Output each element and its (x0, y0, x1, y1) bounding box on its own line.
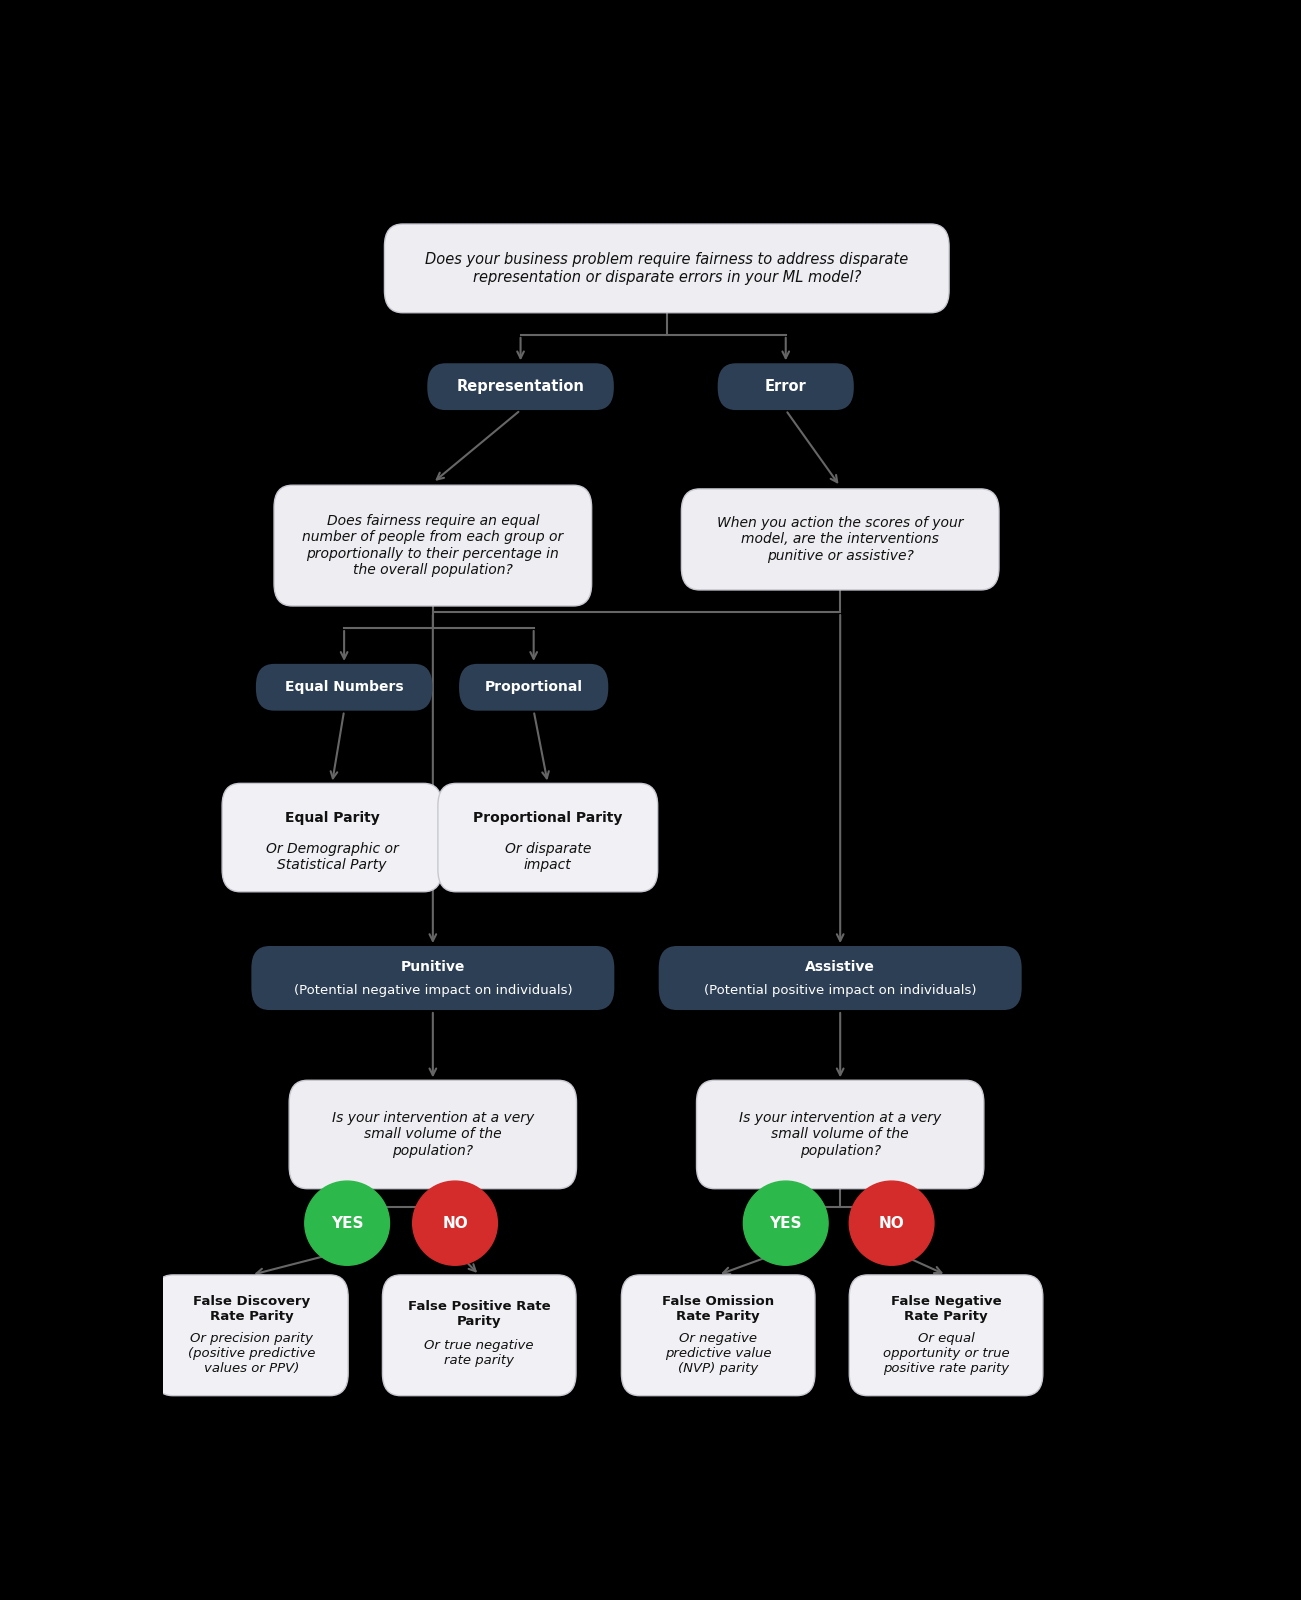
FancyBboxPatch shape (622, 1275, 814, 1395)
Text: NO: NO (442, 1216, 468, 1230)
Text: False Omission
Rate Parity: False Omission Rate Parity (662, 1294, 774, 1323)
FancyBboxPatch shape (658, 946, 1021, 1010)
Text: False Discovery
Rate Parity: False Discovery Rate Parity (193, 1294, 310, 1323)
Text: Is your intervention at a very
small volume of the
population?: Is your intervention at a very small vol… (739, 1112, 942, 1158)
FancyBboxPatch shape (256, 664, 432, 710)
Text: Proportional: Proportional (485, 680, 583, 694)
Text: Error: Error (765, 379, 807, 394)
FancyBboxPatch shape (275, 485, 592, 606)
Text: (Potential positive impact on individuals): (Potential positive impact on individual… (704, 984, 977, 997)
FancyBboxPatch shape (682, 490, 999, 590)
Ellipse shape (304, 1181, 389, 1266)
Text: YES: YES (330, 1216, 363, 1230)
Text: YES: YES (769, 1216, 801, 1230)
Text: Or true negative
rate parity: Or true negative rate parity (424, 1339, 533, 1368)
FancyBboxPatch shape (385, 224, 950, 312)
Text: Or negative
predictive value
(NVP) parity: Or negative predictive value (NVP) parit… (665, 1331, 771, 1374)
Ellipse shape (850, 1181, 934, 1266)
FancyBboxPatch shape (155, 1275, 349, 1395)
Text: Does fairness require an equal
number of people from each group or
proportionall: Does fairness require an equal number of… (302, 514, 563, 578)
Text: False Positive Rate
Parity: False Positive Rate Parity (409, 1299, 550, 1328)
Text: Or precision parity
(positive predictive
values or PPV): Or precision parity (positive predictive… (187, 1331, 315, 1374)
Text: Equal Parity: Equal Parity (285, 811, 380, 826)
FancyBboxPatch shape (251, 946, 614, 1010)
FancyBboxPatch shape (382, 1275, 576, 1395)
Text: Or disparate
impact: Or disparate impact (505, 842, 591, 872)
Text: Or Demographic or
Statistical Party: Or Demographic or Statistical Party (265, 842, 398, 872)
Text: When you action the scores of your
model, are the interventions
punitive or assi: When you action the scores of your model… (717, 517, 964, 563)
Text: Punitive: Punitive (401, 960, 464, 974)
FancyBboxPatch shape (427, 363, 614, 410)
FancyBboxPatch shape (696, 1080, 984, 1189)
Text: NO: NO (878, 1216, 904, 1230)
Text: Is your intervention at a very
small volume of the
population?: Is your intervention at a very small vol… (332, 1112, 533, 1158)
Ellipse shape (412, 1181, 497, 1266)
FancyBboxPatch shape (459, 664, 609, 710)
Text: Does your business problem require fairness to address disparate
representation : Does your business problem require fairn… (425, 253, 908, 285)
FancyBboxPatch shape (850, 1275, 1043, 1395)
FancyBboxPatch shape (289, 1080, 576, 1189)
Ellipse shape (743, 1181, 827, 1266)
FancyBboxPatch shape (718, 363, 853, 410)
Text: Or equal
opportunity or true
positive rate parity: Or equal opportunity or true positive ra… (883, 1331, 1010, 1374)
FancyBboxPatch shape (438, 784, 658, 891)
Text: Assistive: Assistive (805, 960, 876, 974)
Text: (Potential negative impact on individuals): (Potential negative impact on individual… (294, 984, 572, 997)
Text: Proportional Parity: Proportional Parity (474, 811, 622, 826)
Text: Representation: Representation (457, 379, 584, 394)
Text: False Negative
Rate Parity: False Negative Rate Parity (891, 1294, 1002, 1323)
FancyBboxPatch shape (222, 784, 442, 891)
Text: Equal Numbers: Equal Numbers (285, 680, 403, 694)
